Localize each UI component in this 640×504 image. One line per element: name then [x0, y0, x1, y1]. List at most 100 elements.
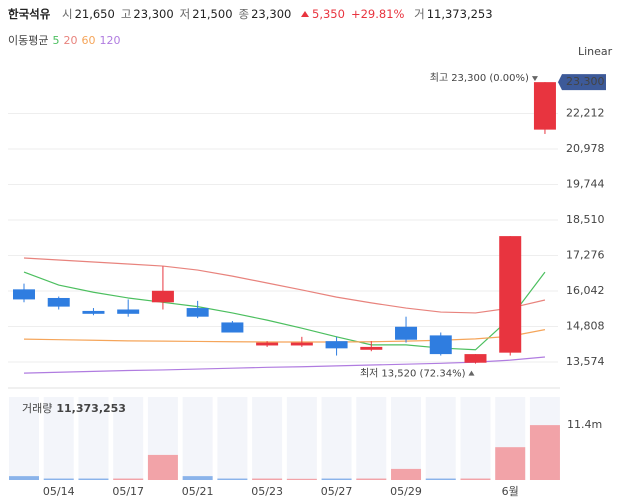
- volume-tick-label: 11.4m: [567, 418, 602, 431]
- header-items: 시 21,650 고 23,300 저 21,500 종 23,300: [62, 7, 297, 21]
- moving-average-line: [23, 329, 546, 343]
- x-tick-label: 05/21: [182, 485, 214, 498]
- annotation-label: 최저: [360, 368, 378, 380]
- ma-legend-item: 120: [99, 34, 121, 47]
- x-tick-label: 05/23: [251, 485, 283, 498]
- candle-body: [533, 82, 556, 130]
- y-tick-label: 20,978: [566, 142, 605, 155]
- candle-body: [117, 309, 140, 314]
- x-tick-label: 05/17: [112, 485, 144, 498]
- moving-average-line: [23, 257, 546, 314]
- volume-total: 11,373,253: [56, 402, 126, 415]
- candle-body: [13, 289, 35, 300]
- stock-name: 한국석유: [8, 7, 51, 21]
- header-value: 21,500: [192, 7, 233, 21]
- up-arrow: [301, 11, 310, 17]
- volume-bar: [252, 478, 283, 480]
- y-tick-label: 19,744: [566, 177, 605, 190]
- ma-legend-item: 60: [81, 34, 96, 47]
- volume-bar: [356, 478, 387, 480]
- header-value: 23,300: [133, 7, 174, 21]
- candle-body: [429, 335, 452, 355]
- header-label: 종: [238, 7, 250, 21]
- volume-column-bg: [182, 397, 213, 480]
- volume-column-bg: [425, 397, 456, 480]
- volume-column-bg: [356, 397, 387, 480]
- y-tick-label: 16,042: [566, 284, 605, 297]
- header-label: 고: [120, 7, 132, 21]
- volume-column-bg: [9, 397, 39, 480]
- volume-bar: [391, 468, 422, 480]
- price-tag-label: 23,300: [566, 75, 605, 88]
- change-pct: +29.81%: [350, 7, 405, 21]
- volume-bar: [9, 476, 39, 480]
- candle-body: [325, 341, 348, 349]
- volume-column-bg: [113, 397, 144, 480]
- y-tick-label: 17,276: [566, 249, 605, 262]
- annotation-text: 23,300 (0.00%): [451, 73, 529, 84]
- candle-body: [395, 326, 418, 340]
- annotation-label: 최고: [430, 72, 448, 84]
- y-tick-label: 18,510: [566, 213, 605, 226]
- x-tick-label: 05/27: [321, 485, 353, 498]
- candle-body: [47, 297, 70, 307]
- volume-bar: [147, 454, 178, 480]
- volume-bar: [182, 476, 213, 480]
- moving-average-line: [23, 356, 546, 374]
- candle-body: [360, 346, 383, 350]
- annotation-arrow: [531, 76, 538, 82]
- candle-body: [499, 236, 522, 353]
- volume-title: 거래량: [22, 402, 52, 415]
- ma-legend-item: 20: [63, 34, 78, 47]
- candle-body: [186, 308, 209, 317]
- x-tick-label: 6월: [502, 485, 519, 498]
- ma-legend-item: 5: [52, 34, 60, 47]
- volume-bar: [321, 478, 352, 480]
- header: 한국석유 시 21,650 고 23,300 저 21,500 종 23,300 5,350 +…: [8, 6, 499, 22]
- volume-column-bg: [43, 397, 74, 480]
- volume-column-bg: [217, 397, 248, 480]
- ma-title: 이동평균: [8, 34, 49, 47]
- volume-column-bg: [286, 397, 317, 480]
- volume-bar: [495, 447, 526, 480]
- header-value: 21,650: [74, 7, 115, 21]
- volume-column-bg: [78, 397, 109, 480]
- ma-legend: 이동평균 5 20 60 120: [8, 32, 120, 48]
- y-tick-label: 22,212: [566, 106, 605, 119]
- volume-bar: [425, 478, 456, 480]
- volume-bar: [217, 478, 248, 480]
- volume-bar: [43, 478, 74, 480]
- header-label: 시: [61, 7, 73, 21]
- header-label: 저: [179, 7, 191, 21]
- candle-body: [256, 342, 279, 346]
- header-value: 23,300: [251, 7, 292, 21]
- candle-body: [221, 322, 244, 333]
- scale-mode: Linear: [578, 45, 613, 58]
- y-tick-label: 13,574: [566, 355, 605, 368]
- y-tick-label: 14,808: [566, 320, 605, 333]
- annotation-arrow: [468, 370, 475, 376]
- price-tag-box: [558, 74, 606, 91]
- candle-body: [464, 354, 487, 363]
- x-tick-label: 05/14: [43, 485, 75, 498]
- volume-column-bg: [321, 397, 352, 480]
- volume-bar: [460, 478, 491, 480]
- volume-bar: [286, 478, 317, 480]
- moving-average-line: [23, 271, 546, 351]
- volume-label: 거: [414, 7, 425, 21]
- annotation-text: 13,520 (72.34%): [381, 369, 465, 380]
- candle-body: [82, 310, 105, 314]
- volume-bar: [113, 478, 144, 480]
- candle-body: [151, 290, 174, 303]
- volume-column-bg: [391, 397, 422, 480]
- volume-bar: [78, 478, 109, 480]
- volume-column-bg: [252, 397, 283, 480]
- change: 5,350: [312, 7, 345, 21]
- candle-body: [290, 342, 313, 346]
- volume-bar: [529, 425, 560, 480]
- volume-value: 11,373,253: [426, 7, 493, 21]
- volume-column-bg: [460, 397, 491, 480]
- x-tick-label: 05/29: [390, 485, 422, 498]
